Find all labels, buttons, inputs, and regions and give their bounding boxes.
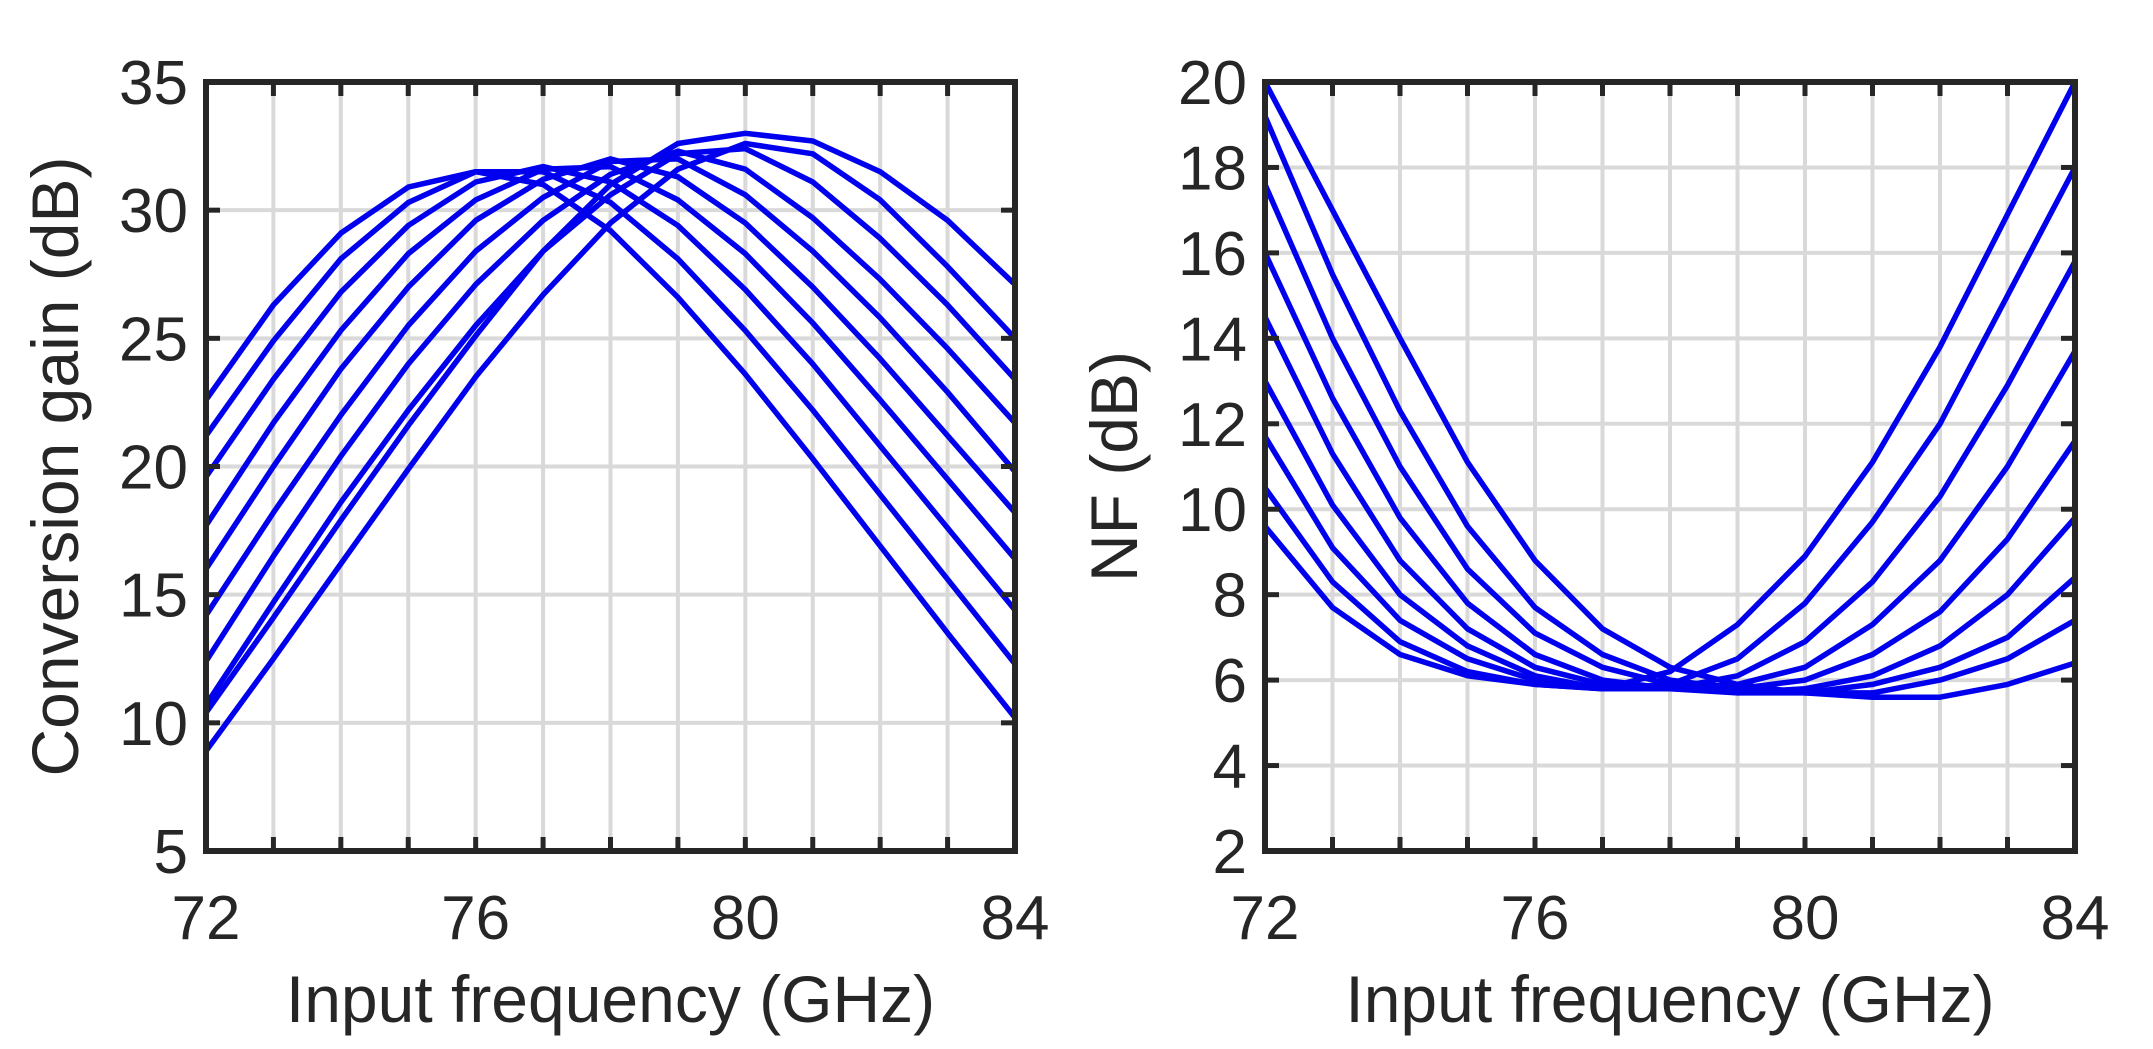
noise-figure-x-tick-label: 84 <box>2041 884 2110 953</box>
noise-figure-series-7 <box>1262 260 2078 692</box>
noise-figure-x-axis-label: Input frequency (GHz) <box>1345 962 1994 1036</box>
noise-figure-x-tick-label: 72 <box>1231 884 1300 953</box>
conversion-gain-y-tick-label: 30 <box>119 177 188 246</box>
conversion-gain-series-2 <box>203 168 1018 666</box>
noise-figure-y-tick-label: 12 <box>1178 391 1247 460</box>
conversion-gain-series-1 <box>203 168 1018 720</box>
conversion-gain-y-tick-label: 15 <box>119 562 188 631</box>
noise-figure-series-8 <box>1262 166 2078 692</box>
noise-figure-series-2 <box>1262 115 2077 696</box>
conversion-gain-y-tick-label: 20 <box>119 434 188 503</box>
conversion-gain-y-tick-label: 35 <box>119 49 188 118</box>
noise-figure-y-tick-label: 16 <box>1178 220 1247 289</box>
conversion-gain-x-tick-label: 76 <box>441 884 510 953</box>
noise-figure-y-axis-label: NF (dB) <box>1077 351 1151 582</box>
noise-figure-chart: 72 76 80 84 2 4 6 8 10 12 14 16 18 20 Input frequency… <box>1077 49 2109 1036</box>
noise-figure-y-tick-label: 2 <box>1213 818 1247 887</box>
noise-figure-x-tick-label: 76 <box>1501 884 1570 953</box>
conversion-gain-series-4 <box>203 163 1018 561</box>
conversion-gain-x-tick-label: 84 <box>981 884 1050 953</box>
conversion-gain-series-9 <box>203 140 1018 753</box>
conversion-gain-series-8 <box>203 145 1018 707</box>
noise-figure-y-tick-label: 6 <box>1213 647 1247 716</box>
conversion-gain-series-10 <box>203 130 1017 715</box>
noise-figure-y-tick-label: 14 <box>1178 305 1247 374</box>
noise-figure-y-tick-label: 10 <box>1178 476 1247 545</box>
conversion-gain-y-tick-label: 10 <box>119 690 188 759</box>
conversion-gain-series-7 <box>203 148 1018 663</box>
conversion-gain-y-axis-label: Conversion gain (dB) <box>18 157 92 777</box>
conversion-gain-chart: 72 76 80 84 5 10 15 20 25 30 35 Input frequency (G… <box>18 49 1049 1036</box>
conversion-gain-x-axis-label: Input frequency (GHz) <box>286 962 935 1036</box>
noise-figure-x-tick-label: 80 <box>1771 884 1840 953</box>
noise-figure-y-tick-label: 18 <box>1178 134 1247 203</box>
conversion-gain-y-tick-label: 25 <box>119 305 188 374</box>
noise-figure-y-tick-label: 8 <box>1213 562 1247 631</box>
conversion-gain-x-tick-label: 72 <box>172 884 241 953</box>
conversion-gain-series-6 <box>203 156 1018 617</box>
conversion-gain-x-tick-label: 80 <box>711 884 780 953</box>
conversion-gain-y-tick-label: 5 <box>154 818 188 887</box>
noise-figure-series-9 <box>1262 80 2078 692</box>
noise-figure-series-1 <box>1262 80 2076 700</box>
noise-figure-y-tick-label: 4 <box>1213 733 1247 802</box>
noise-figure-y-tick-label: 20 <box>1178 49 1247 118</box>
